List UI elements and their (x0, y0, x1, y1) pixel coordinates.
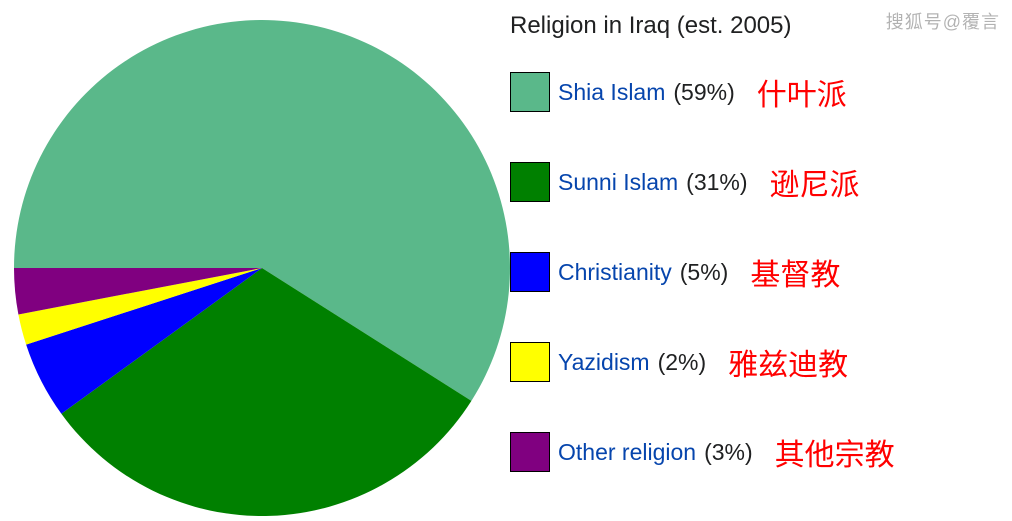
legend-percent: (5%) (680, 259, 729, 286)
legend-item-yaz: Yazidism (2%) 雅兹迪教 (510, 340, 1012, 384)
legend-label: Other religion (558, 439, 696, 466)
legend-item-shia: Shia Islam (59%) 什叶派 (510, 70, 1012, 114)
legend-swatch-sunni (510, 162, 550, 202)
legend-percent: (31%) (686, 169, 747, 196)
legend-list: Shia Islam (59%) 什叶派 Sunni Islam (31%) 逊尼派 C… (510, 70, 1012, 474)
legend-swatch-yaz (510, 342, 550, 382)
legend-percent: (3%) (704, 439, 753, 466)
legend-cn-label: 雅兹迪教 (728, 340, 848, 384)
pie-chart (0, 0, 500, 521)
legend-label: Shia Islam (558, 79, 665, 106)
legend-swatch-other (510, 432, 550, 472)
legend-label: Sunni Islam (558, 169, 678, 196)
legend-cn-label: 什叶派 (757, 70, 847, 114)
legend-cn-label: 逊尼派 (770, 160, 860, 204)
legend-percent: (59%) (673, 79, 734, 106)
legend-label: Christianity (558, 259, 672, 286)
pie-svg (10, 10, 510, 520)
legend-swatch-shia (510, 72, 550, 112)
legend-percent: (2%) (658, 349, 707, 376)
legend-label: Yazidism (558, 349, 650, 376)
legend-swatch-chr (510, 252, 550, 292)
legend-item-chr: Christianity (5%) 基督教 (510, 250, 1012, 294)
legend-cn-label: 其他宗教 (775, 430, 895, 474)
watermark-text: 搜狐号@覆言 (886, 8, 1000, 34)
legend-item-other: Other religion (3%) 其他宗教 (510, 430, 1012, 474)
legend-item-sunni: Sunni Islam (31%) 逊尼派 (510, 160, 1012, 204)
legend-cn-label: 基督教 (750, 250, 840, 294)
legend-panel: Religion in Iraq (est. 2005) Shia Islam … (500, 0, 1012, 521)
